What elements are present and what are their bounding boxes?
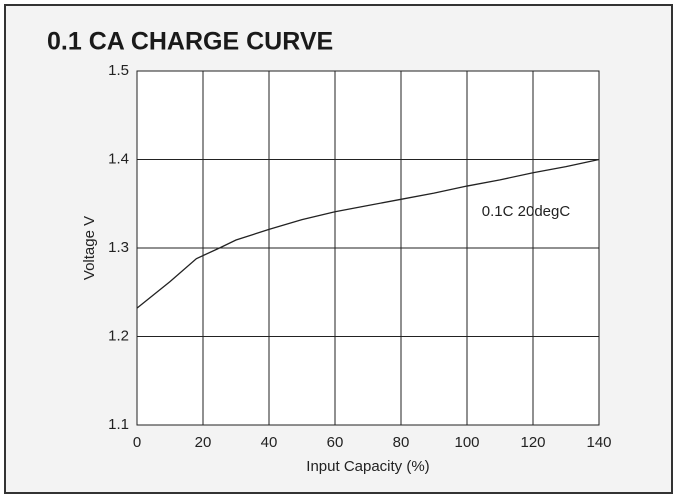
x-tick-label: 80 xyxy=(393,434,410,451)
y-tick-label: 1.2 xyxy=(108,327,129,344)
y-tick-label: 1.4 xyxy=(108,150,129,167)
x-axis-label: Input Capacity (%) xyxy=(306,458,429,475)
y-tick-label: 1.1 xyxy=(108,416,129,433)
y-tick-label: 1.5 xyxy=(108,62,129,79)
x-tick-label: 140 xyxy=(586,434,611,451)
line xyxy=(136,158,600,309)
x-tick-label: 0 xyxy=(133,434,141,451)
x-tick-label: 20 xyxy=(195,434,212,451)
x-tick-label: 100 xyxy=(454,434,479,451)
x-tick-label: 120 xyxy=(520,434,545,451)
x-tick-label: 60 xyxy=(327,434,344,451)
y-tick-label: 1.3 xyxy=(108,239,129,256)
x-tick-label: 40 xyxy=(261,434,278,451)
annotation: 0.1C 20degC xyxy=(482,203,571,220)
chart-title: 0.1 CA CHARGE CURVE xyxy=(47,28,333,56)
y-axis-label: Voltage V xyxy=(81,216,98,280)
